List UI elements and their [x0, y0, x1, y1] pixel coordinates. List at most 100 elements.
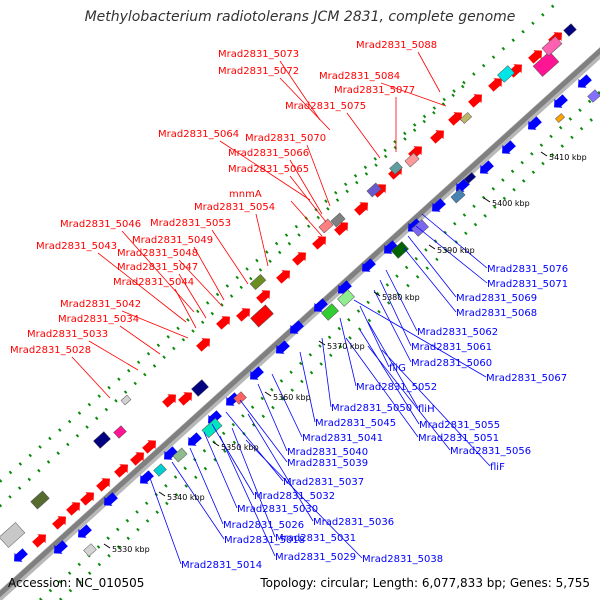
label-leader-lines: [71, 51, 491, 565]
forward-leader-line: [279, 77, 331, 131]
kbp-tick-mark: [540, 151, 548, 157]
gene-arrow: [96, 478, 110, 492]
reverse-gene-arrow: [54, 540, 68, 554]
forward-gene-label: Mrad2831_5054: [194, 202, 275, 213]
gene-block: [318, 218, 334, 234]
forward-gene-label: Mrad2831_5028: [10, 345, 91, 356]
forward-gene-label: Mrad2831_5046: [60, 219, 141, 230]
reverse-leader-line: [219, 435, 276, 557]
forward-gene-arrow: [334, 222, 348, 236]
reverse-gene-arrow: [432, 198, 446, 212]
reverse-gene-arrow: [362, 258, 376, 272]
reverse-gene-label: Mrad2831_5036: [313, 517, 394, 528]
forward-gene-arrow: [216, 316, 230, 330]
gene-arrow: [104, 492, 118, 506]
forward-gene-arrow: [448, 112, 462, 126]
reverse-leader-line: [367, 345, 451, 451]
reverse-leader-line: [379, 279, 412, 347]
gene-arrow: [468, 94, 482, 108]
forward-gene-label: Mrad2831_5049: [132, 235, 213, 246]
reverse-leader-line: [403, 247, 457, 313]
gene-arrow: [362, 258, 376, 272]
forward-gene-label: Mrad2831_5065: [228, 164, 309, 175]
reverse-leader-line: [381, 349, 491, 467]
forward-gene-label: Mrad2831_5042: [60, 299, 141, 310]
gene-arrow: [292, 252, 306, 266]
forward-leader-line: [346, 112, 381, 159]
gene-arrow: [164, 446, 178, 460]
forward-gene-label: Mrad2831_5048: [117, 248, 198, 259]
forward-leader-line: [193, 246, 225, 301]
gene-block: [250, 304, 274, 328]
reverse-leader-line: [353, 299, 487, 378]
reverse-gene-arrow: [554, 94, 568, 108]
gene-arrow: [290, 320, 304, 334]
reverse-gene-label: Mrad2831_5071: [487, 279, 568, 290]
reverse-gene-label: Mrad2831_5038: [362, 554, 443, 565]
kbp-tick-mark: [103, 543, 111, 549]
forward-gene-arrow: [52, 516, 66, 530]
forward-leader-line: [417, 51, 441, 93]
reverse-gene-label: Mrad2831_5068: [456, 308, 537, 319]
gene-arrow: [256, 290, 270, 304]
gene-arrow: [188, 432, 202, 446]
reverse-gene-label: Mrad2831_5018: [224, 535, 305, 546]
forward-gene-arrow: [312, 236, 326, 250]
forward-leader-line: [289, 159, 323, 215]
forward-leader-line: [119, 325, 161, 355]
forward-gene-label: Mrad2831_5034: [58, 314, 139, 325]
gene-block: [233, 391, 247, 405]
forward-gene-label: Mrad2831_5070: [245, 133, 326, 144]
forward-gene-label: Mrad2831_5033: [27, 329, 108, 340]
reverse-gene-arrow: [384, 240, 398, 254]
gene-block: [113, 425, 127, 439]
reverse-gene-arrow: [250, 366, 264, 380]
accession-text: Accession: NC_010505: [8, 576, 145, 590]
gene-arrow: [276, 340, 290, 354]
gene-block: [563, 23, 577, 37]
kbp-tick-mark: [158, 491, 166, 497]
kbp-ticks: 5330 kbp 5340 kbp 5350 kbp 5360 kbp 5370 kbp…: [103, 151, 587, 554]
reverse-gene-arrow: [140, 470, 154, 484]
forward-gene-label: Mrad2831_5088: [356, 40, 437, 51]
reverse-gene-arrow: [528, 116, 542, 130]
reverse-gene-label: Mrad2831_5051: [418, 433, 499, 444]
reverse-gene-arrow: [208, 410, 222, 424]
gene-block: [191, 379, 209, 397]
genome-title: Methylobacterium radiotolerans JCM 2831,…: [84, 9, 516, 25]
forward-gene-label: Mrad2831_5043: [36, 241, 117, 252]
reverse-leader-line: [359, 329, 420, 425]
gene-block: [337, 289, 355, 307]
reverse-gene-label: Mrad2831_5069: [456, 293, 537, 304]
reverse-gene-arrow: [480, 160, 494, 174]
forward-leader-line: [219, 140, 311, 201]
forward-leader-line: [97, 252, 187, 323]
reverse-leader-line: [421, 213, 488, 269]
forward-gene-label: Mrad2831_5047: [117, 262, 198, 273]
kbp-tick-mark: [212, 441, 220, 447]
reverse-gene-label: Mrad2831_5062: [417, 327, 498, 338]
reverse-gene-label: Mrad2831_5039: [287, 458, 368, 469]
forward-gene-arrow: [276, 270, 290, 284]
gene-block: [153, 463, 167, 477]
reverse-leader-line: [239, 399, 288, 463]
gene-block: [587, 89, 600, 103]
gene-arrow: [276, 270, 290, 284]
gene-arrow: [354, 202, 368, 216]
gene-arrow: [250, 366, 264, 380]
kbp-tick-label: 5330 kbp: [112, 545, 150, 554]
gene-block: [83, 543, 97, 557]
reverse-gene-arrow: [276, 340, 290, 354]
forward-gene-label: Mrad2831_5073: [218, 49, 299, 60]
gene-arrow: [384, 240, 398, 254]
reverse-leader-line: [345, 337, 419, 438]
gene-arrow: [430, 130, 444, 144]
gene-block: [120, 394, 132, 406]
reverse-gene-label: Mrad2831_5041: [302, 433, 383, 444]
reverse-gene-arrow: [408, 218, 422, 232]
gene-block: [404, 152, 420, 168]
reverse-gene-arrow: [314, 298, 328, 312]
gene-block: [172, 447, 188, 463]
forward-leader-line: [290, 200, 323, 237]
